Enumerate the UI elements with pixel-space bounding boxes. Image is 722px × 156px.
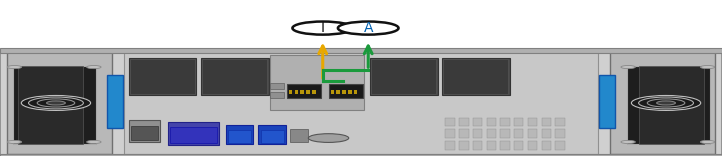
Circle shape [87,66,101,69]
Bar [202,59,267,94]
Bar [170,127,217,143]
Bar [0,48,722,53]
Bar [300,90,304,94]
Bar [528,129,537,138]
Circle shape [621,66,635,69]
Bar [500,129,510,138]
Bar [342,90,346,94]
Bar [599,75,615,128]
Bar [528,118,537,126]
Bar [312,90,316,94]
Bar [329,84,363,98]
Bar [270,92,284,98]
Bar [555,141,565,150]
Bar [610,51,715,154]
Bar [443,59,508,94]
Bar [270,55,364,110]
Bar [542,141,551,150]
Circle shape [7,66,22,69]
Bar [445,129,455,138]
Bar [336,90,340,94]
Circle shape [638,97,693,109]
Circle shape [38,99,75,107]
Circle shape [631,95,700,110]
Bar [555,118,565,126]
Bar [639,66,704,144]
Bar [228,130,251,143]
Bar [445,141,455,150]
Bar [473,118,482,126]
Bar [261,130,284,143]
Bar [348,90,352,94]
Bar [459,141,469,150]
Bar [555,129,565,138]
Bar [487,129,496,138]
Bar [131,126,158,140]
Bar [130,59,195,94]
Bar [500,118,510,126]
Circle shape [7,140,22,144]
Bar [295,90,298,94]
Bar [258,125,286,144]
Bar [270,83,284,89]
Circle shape [647,99,684,107]
Bar [473,141,482,150]
Bar [514,129,523,138]
Bar [129,58,196,95]
Text: I: I [321,21,325,35]
Bar [7,51,112,154]
Bar [371,59,436,94]
Circle shape [292,22,353,35]
Bar [500,141,510,150]
Bar [287,84,321,98]
Bar [290,129,308,142]
Bar [226,125,253,144]
Bar [124,51,598,154]
Bar [331,90,334,94]
Bar [442,58,510,95]
Text: A: A [363,21,373,35]
Bar [370,58,438,95]
Bar [459,118,469,126]
Bar [542,129,551,138]
Bar [528,141,537,150]
Bar [354,90,357,94]
Bar [473,129,482,138]
Bar [201,58,269,95]
Circle shape [338,22,399,35]
Bar [487,118,496,126]
Bar [542,118,551,126]
Circle shape [22,95,90,110]
Bar [107,75,123,128]
Circle shape [46,101,65,105]
Bar [306,90,310,94]
Circle shape [308,134,349,142]
Bar [514,118,523,126]
Bar [487,141,496,150]
Circle shape [621,140,635,144]
Circle shape [700,140,715,144]
Bar [168,122,219,145]
Bar [445,118,455,126]
Bar [0,50,722,156]
Circle shape [87,140,101,144]
Bar [627,66,710,144]
Bar [13,66,96,144]
Bar [289,90,292,94]
Bar [129,120,160,142]
Circle shape [657,101,675,105]
Bar [18,66,83,144]
Bar [514,141,523,150]
Circle shape [29,97,83,109]
Circle shape [700,66,715,69]
Bar [459,129,469,138]
Bar [0,154,722,156]
